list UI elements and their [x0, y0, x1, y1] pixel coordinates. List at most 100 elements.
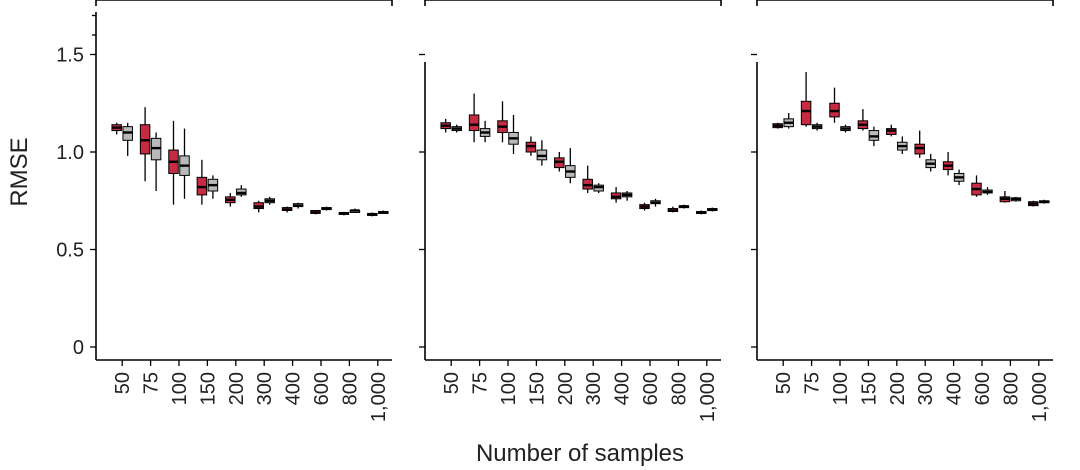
grey-box-400: [621, 191, 633, 201]
red-box-75: [468, 93, 480, 143]
grey-box-75: [811, 122, 823, 131]
red-box-800: [999, 191, 1011, 203]
red-box-75: [139, 107, 151, 182]
y-tick-label: 0: [73, 337, 84, 359]
grey-box-100: [179, 128, 190, 199]
red-box-200: [554, 152, 565, 172]
grey-box-200: [565, 148, 576, 184]
grey-box-50: [451, 124, 462, 133]
x-tick-label: 200: [555, 372, 577, 405]
red-box-600: [639, 202, 650, 211]
grey-box-150: [868, 126, 880, 147]
red-box-1000: [1028, 200, 1039, 207]
grey-box-600: [650, 198, 661, 207]
red-box-150: [857, 109, 869, 131]
x-tick-label: 50: [441, 372, 463, 394]
grey-box-800: [349, 208, 361, 213]
grey-box-400: [292, 202, 304, 209]
x-tick-label: 50: [112, 372, 134, 394]
red-box-800: [667, 206, 679, 213]
red-box-400: [610, 187, 622, 203]
iqr-box: [800, 100, 812, 126]
red-box-400: [942, 152, 954, 176]
red-box-600: [971, 175, 982, 197]
x-tick-label: 100: [830, 372, 852, 405]
y-tick-label: 0.5: [56, 240, 84, 262]
grey-box-1000: [1039, 199, 1050, 204]
x-tick-label: 1,000: [1029, 372, 1051, 422]
red-box-100: [168, 120, 179, 205]
x-tick-label: 75: [802, 372, 824, 394]
red-box-300: [914, 130, 925, 158]
grey-box-300: [593, 183, 604, 193]
x-tick-label: 100: [169, 372, 191, 405]
x-tick-label: 300: [254, 372, 276, 405]
grey-box-200: [897, 136, 908, 154]
red-box-100: [497, 101, 508, 143]
x-tick-label: 150: [197, 372, 219, 405]
x-tick-label: 300: [583, 372, 605, 405]
grey-box-50: [783, 113, 794, 129]
grey-box-1000: [378, 210, 389, 214]
grey-box-400: [953, 169, 965, 186]
red-box-300: [253, 200, 264, 213]
red-box-150: [525, 136, 537, 156]
red-box-300: [582, 165, 593, 193]
red-box-800: [338, 211, 350, 216]
y-axis-title: RMSE: [6, 137, 33, 206]
x-tick-label: 400: [283, 372, 305, 405]
x-tick-label: 200: [226, 372, 248, 405]
x-tick-label: 800: [668, 372, 690, 405]
red-box-75: [800, 72, 812, 127]
red-box-100: [829, 87, 840, 123]
red-box-50: [440, 118, 451, 133]
red-box-200: [886, 124, 897, 137]
grey-box-150: [207, 175, 219, 199]
x-tick-label: 75: [470, 372, 492, 394]
x-tick-label: 300: [915, 372, 937, 405]
grey-box-100: [840, 124, 851, 133]
grey-box-100: [508, 114, 519, 154]
red-box-50: [111, 122, 122, 135]
y-tick-label: 1.5: [56, 45, 84, 67]
grey-box-800: [1010, 196, 1022, 202]
x-tick-label: 800: [339, 372, 361, 405]
x-tick-label: 75: [141, 372, 163, 394]
y-tick-label: 1.0: [56, 142, 84, 164]
red-box-50: [772, 122, 783, 129]
x-tick-label: 200: [887, 372, 909, 405]
red-box-1000: [696, 210, 707, 215]
grey-box-1000: [707, 207, 718, 212]
x-tick-label: 400: [612, 372, 634, 405]
red-box-200: [225, 192, 236, 207]
panel-3: 50 75 100 150 200 300 400 600 800 1,000: [751, 0, 1054, 422]
x-tick-label: 100: [498, 372, 520, 405]
x-tick-label: 600: [972, 372, 994, 405]
red-box-400: [281, 206, 293, 213]
grey-box-50: [122, 122, 133, 156]
x-tick-label: 150: [858, 372, 880, 405]
x-tick-label: 1,000: [697, 372, 719, 422]
x-tick-label: 800: [1000, 372, 1022, 405]
x-tick-label: 400: [944, 372, 966, 405]
x-tick-label: 600: [311, 372, 333, 405]
x-tick-label: 600: [640, 372, 662, 405]
x-tick-label: 50: [773, 372, 795, 394]
grey-box-150: [536, 140, 548, 166]
panel-1: 0 0.5 1.0 1.5 50 75 100 150 200 300 400 600 800 1,000: [56, 0, 393, 422]
red-box-150: [196, 159, 208, 205]
red-box-600: [310, 210, 321, 215]
panels-group: 0 0.5 1.0 1.5 50 75 100 150 200 300 400 600 800 1,000…: [56, 0, 1054, 422]
red-box-1000: [367, 212, 378, 217]
panel-2: 50 75 100 150 200 300 400 600 800 1,000: [419, 0, 722, 422]
x-tick-label: 1,000: [368, 372, 390, 422]
grey-box-600: [321, 206, 332, 211]
grey-box-300: [264, 196, 275, 205]
grey-box-300: [925, 153, 936, 172]
grey-box-75: [479, 120, 491, 143]
grey-box-800: [678, 204, 690, 209]
grey-box-200: [236, 185, 247, 197]
x-axis-title: Number of samples: [476, 440, 684, 467]
grey-box-75: [150, 132, 162, 191]
